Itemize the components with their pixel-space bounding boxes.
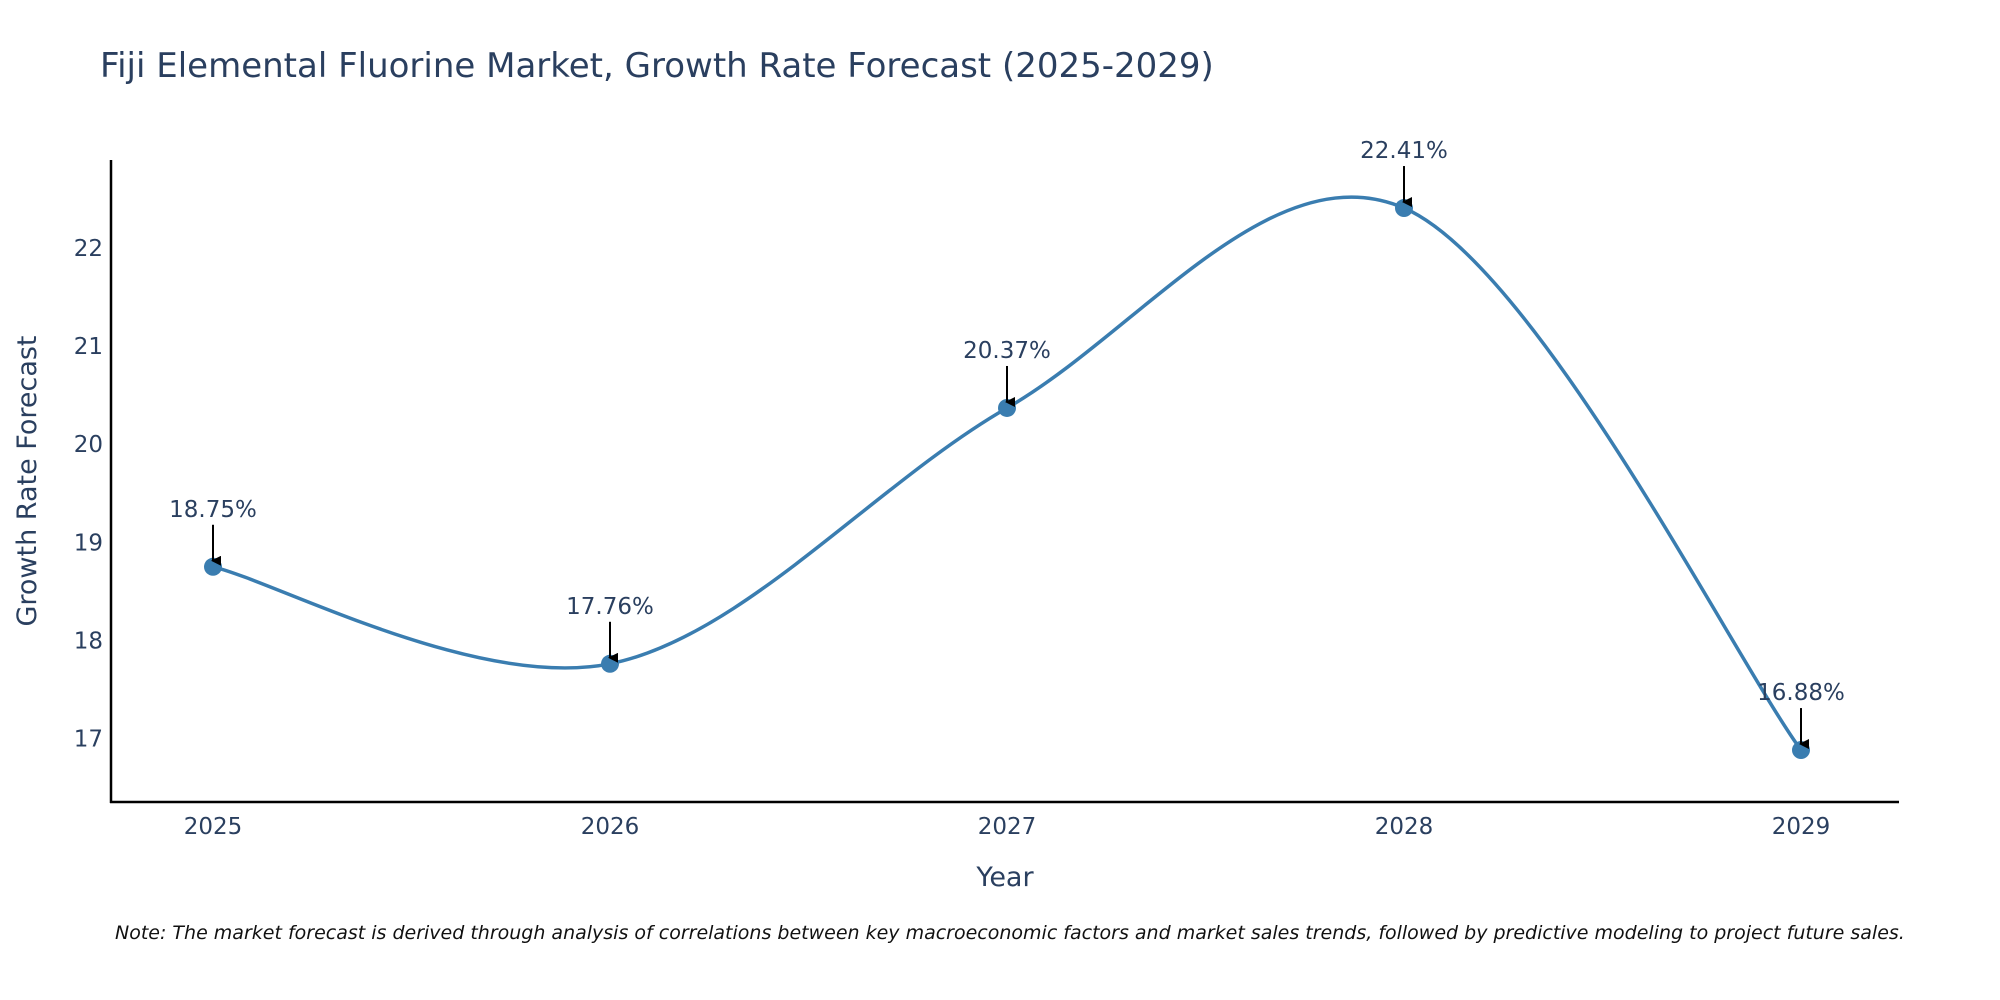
data-label-2026: 17.76% [566, 594, 654, 620]
y-tick-label: 19 [74, 530, 103, 556]
x-tick-label: 2029 [1772, 814, 1831, 840]
y-tick-label: 22 [74, 236, 103, 262]
series-line [212, 195, 1803, 752]
y-tick-label: 17 [74, 726, 103, 752]
data-label-2025: 18.75% [169, 497, 257, 523]
y-tick-label: 21 [74, 334, 103, 360]
chart-title: Fiji Elemental Fluorine Market, Growth R… [100, 46, 1214, 86]
data-label-2027: 20.37% [963, 338, 1051, 364]
y-tick-label: 20 [74, 432, 103, 458]
footnote: Note: The market forecast is derived thr… [115, 922, 1905, 944]
x-tick-label: 2028 [1375, 814, 1434, 840]
y-axis-title: Growth Rate Forecast [12, 335, 43, 626]
data-label-annotations: 18.75% 17.76% 20.37% 22.41% 16.88% [169, 138, 1845, 750]
data-points [204, 199, 1810, 760]
x-tick-label: 2027 [978, 814, 1037, 840]
x-tick-label: 2026 [581, 814, 640, 840]
y-tick-label: 18 [74, 628, 103, 654]
x-tick-label: 2025 [184, 814, 243, 840]
axes: 17 18 19 20 21 22 2025 2026 2027 2028 2029 [74, 160, 1899, 840]
series-line-group [212, 195, 1803, 752]
x-axis-title: Year [975, 862, 1034, 893]
data-label-2029: 16.88% [1757, 680, 1845, 706]
data-label-2028: 22.41% [1360, 138, 1448, 164]
